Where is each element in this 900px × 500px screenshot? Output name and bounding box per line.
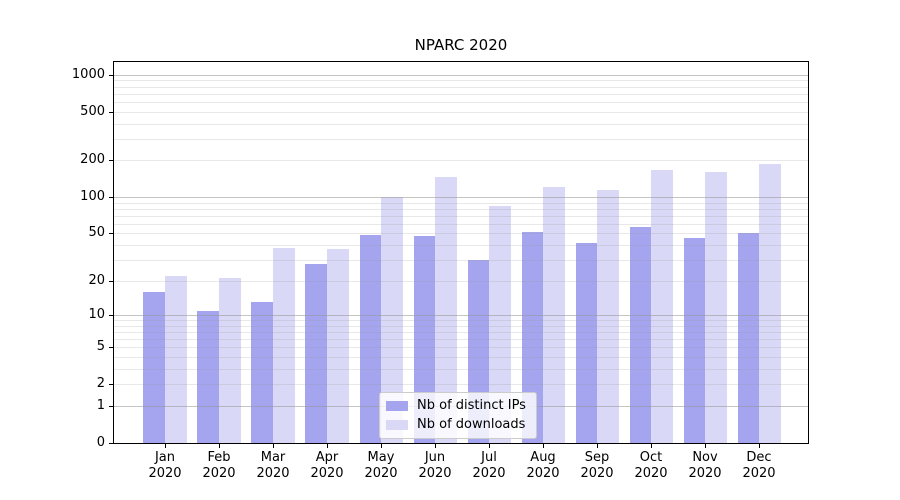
gridline-minor-500: [114, 111, 808, 113]
x-tick-mark-jan: [165, 444, 166, 448]
bar-distinct-ips-sep: [575, 242, 598, 443]
y-tick-mark-1000: [109, 75, 113, 76]
gridline-major-1000: [114, 74, 808, 76]
y-tick-mark-0: [109, 443, 113, 444]
y-tick-mark-2: [109, 384, 113, 385]
gridline-minor-600: [114, 101, 808, 103]
legend-label-distinct-ips: Nb of distinct IPs: [417, 398, 526, 413]
y-tick-mark-100: [109, 197, 113, 198]
bar-distinct-ips-jun: [413, 235, 436, 443]
y-tick-label-500: 500: [80, 104, 105, 119]
x-tick-label-oct: Oct 2020: [634, 450, 668, 481]
x-tick-mark-aug: [543, 444, 544, 448]
y-tick-label-20: 20: [88, 273, 105, 288]
x-tick-label-nov: Nov 2020: [688, 450, 722, 481]
y-tick-mark-500: [109, 112, 113, 113]
y-tick-mark-1: [109, 406, 113, 407]
bar-distinct-ips-dec: [737, 233, 760, 443]
gridline-minor-400: [114, 123, 808, 125]
bar-downloads-sep: [597, 189, 619, 443]
y-tick-label-1: 1: [96, 398, 105, 413]
bar-downloads-apr: [327, 249, 349, 443]
x-tick-label-feb: Feb 2020: [202, 450, 236, 481]
x-tick-label-jul: Jul 2020: [472, 450, 506, 481]
bar-downloads-may: [381, 197, 403, 443]
x-tick-mark-oct: [651, 444, 652, 448]
bar-distinct-ips-nov: [683, 237, 706, 443]
x-tick-mark-nov: [705, 444, 706, 448]
bar-downloads-jun: [435, 177, 457, 443]
chart-title: NPARC 2020: [414, 36, 508, 54]
bar-downloads-jan: [165, 275, 187, 443]
gridline-minor-70: [114, 215, 808, 217]
gridline-major-100: [114, 196, 808, 198]
bar-downloads-feb: [219, 278, 241, 443]
legend-label-downloads: Nb of downloads: [417, 417, 526, 432]
bar-distinct-ips-apr: [305, 263, 328, 443]
legend-item-distinct-ips: Nb of distinct IPs: [386, 398, 526, 414]
bar-distinct-ips-jan: [143, 292, 165, 443]
x-tick-mark-jul: [489, 444, 490, 448]
y-tick-label-0: 0: [96, 435, 105, 450]
x-tick-mark-dec: [759, 444, 760, 448]
x-tick-label-dec: Dec 2020: [742, 450, 776, 481]
gridline-minor-80: [114, 208, 808, 210]
y-tick-label-10: 10: [88, 307, 105, 322]
y-tick-label-2: 2: [96, 376, 105, 391]
gridline-minor-700: [114, 93, 808, 95]
y-tick-label-200: 200: [80, 152, 105, 167]
legend: Nb of distinct IPs Nb of downloads: [379, 392, 537, 439]
gridline-minor-300: [114, 138, 808, 140]
y-tick-mark-200: [109, 160, 113, 161]
x-tick-mark-may: [381, 444, 382, 448]
gridline-minor-50: [114, 232, 808, 234]
y-tick-mark-5: [109, 347, 113, 348]
bar-downloads-oct: [651, 169, 673, 443]
y-tick-mark-20: [109, 281, 113, 282]
y-tick-label-100: 100: [80, 189, 105, 204]
legend-swatch-distinct-ips-icon: [386, 401, 408, 411]
x-tick-mark-sep: [597, 444, 598, 448]
bar-distinct-ips-feb: [197, 310, 220, 443]
x-tick-label-may: May 2020: [364, 450, 398, 481]
bar-distinct-ips-mar: [251, 302, 274, 443]
gridline-minor-90: [114, 202, 808, 204]
bar-distinct-ips-aug: [521, 232, 544, 443]
bar-distinct-ips-oct: [629, 226, 652, 443]
x-tick-label-jan: Jan 2020: [148, 450, 182, 481]
gridline-minor-900: [114, 79, 808, 81]
bar-downloads-dec: [759, 163, 781, 443]
y-tick-label-50: 50: [88, 225, 105, 240]
y-tick-label-5: 5: [96, 339, 105, 354]
y-tick-mark-50: [109, 233, 113, 234]
legend-item-downloads: Nb of downloads: [386, 417, 526, 433]
gridline-minor-200: [114, 159, 808, 161]
bar-downloads-mar: [273, 247, 295, 443]
gridline-minor-60: [114, 223, 808, 225]
plot-area: [113, 61, 809, 444]
bar-downloads-aug: [543, 186, 565, 443]
x-tick-label-sep: Sep 2020: [580, 450, 614, 481]
gridline-minor-800: [114, 86, 808, 88]
x-tick-mark-apr: [327, 444, 328, 448]
legend-swatch-downloads-icon: [386, 420, 408, 430]
y-tick-mark-10: [109, 315, 113, 316]
x-tick-mark-mar: [273, 444, 274, 448]
x-tick-mark-feb: [219, 444, 220, 448]
y-tick-label-1000: 1000: [71, 67, 105, 82]
x-tick-label-aug: Aug 2020: [526, 450, 560, 481]
bar-downloads-nov: [705, 172, 727, 443]
x-tick-label-mar: Mar 2020: [256, 450, 290, 481]
bar-downloads-jul: [489, 205, 511, 443]
x-tick-mark-jun: [435, 444, 436, 448]
bar-distinct-ips-may: [359, 234, 382, 443]
x-tick-label-apr: Apr 2020: [310, 450, 344, 481]
x-tick-label-jun: Jun 2020: [418, 450, 452, 481]
